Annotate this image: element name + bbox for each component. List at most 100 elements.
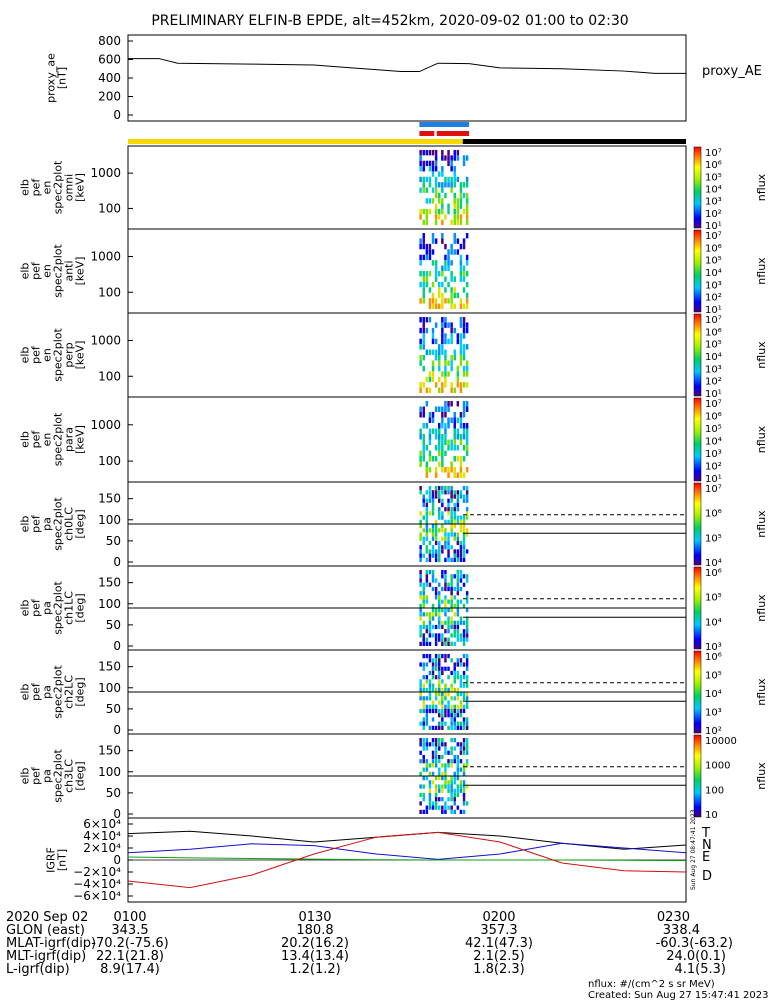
spectrogram-pixel	[428, 317, 432, 323]
spectrogram-pixel	[459, 700, 463, 705]
spectrogram-pixel	[438, 679, 441, 684]
spectrogram-pixel	[456, 490, 460, 495]
spectrogram-pixel	[456, 532, 460, 537]
spectrogram-pixel	[450, 641, 453, 646]
spectrogram-pixel	[450, 333, 453, 339]
spectrogram-pixel	[422, 759, 425, 764]
spectrogram-pixel	[459, 344, 463, 350]
spectrogram-pixel	[444, 603, 447, 608]
spectrogram-pixel	[447, 708, 450, 714]
spectrogram-pixel	[450, 725, 453, 730]
spectrogram-pixel	[459, 494, 463, 499]
spectrogram-pixel	[441, 599, 444, 604]
spectrogram-pixel	[425, 327, 429, 334]
spectrogram-pixel	[441, 549, 444, 554]
spectrogram-pixel	[456, 805, 460, 810]
spectrogram-pixel	[431, 511, 435, 516]
panel-para-ylabel-line-1: pef	[30, 430, 43, 449]
panel-ch0LC-ytick-2: 50	[106, 534, 121, 548]
panel-ch1LC-colorbar: 10⁶ 10⁵ 10⁴ 10³ nflux	[693, 566, 768, 653]
panel-anti-ylabel-line-4: anti	[63, 260, 76, 281]
spectrogram-pixel	[441, 456, 444, 462]
spectrogram-pixel	[434, 192, 438, 199]
spectrogram-pixel	[456, 498, 460, 503]
spectrogram-pixel	[422, 498, 425, 503]
spectrogram-pixel	[465, 738, 469, 743]
spectrogram-pixel	[428, 298, 432, 304]
spectrogram-pixel	[438, 776, 441, 781]
footer-time-0200: 0200	[482, 910, 515, 925]
spectrogram-pixel	[434, 696, 438, 701]
spectrogram-pixel	[462, 349, 466, 355]
spectrogram-pixel	[434, 536, 438, 541]
panel-igrf-ytick-0: 6×10⁴	[83, 817, 121, 831]
spectrogram-pixel	[438, 428, 441, 434]
spectrogram-pixel	[462, 780, 466, 785]
spectrogram-pixel	[441, 382, 444, 388]
spectrogram-pixel	[459, 333, 463, 339]
spectrogram-pixel	[453, 620, 456, 625]
spectrogram-pixel	[450, 260, 453, 266]
spectrogram-pixel	[444, 182, 447, 188]
spectrogram-pixel	[419, 557, 422, 562]
panel-igrf-ytick-2: 2×10⁴	[83, 841, 121, 855]
spectrogram-pixel	[459, 382, 463, 388]
spectrogram-pixel	[422, 767, 425, 772]
spectrogram-pixel	[456, 696, 460, 701]
spectrogram-pixel	[450, 620, 453, 625]
spectrogram-pixel	[428, 784, 432, 789]
spectrogram-pixel	[459, 461, 463, 467]
spectrogram-pixel	[422, 683, 425, 688]
spectrogram-pixel	[450, 532, 453, 537]
spectrogram-pixel	[462, 524, 466, 529]
spectrogram-pixel	[447, 338, 450, 345]
spectrogram-pixel	[462, 633, 466, 638]
spectrogram-pixel	[444, 708, 447, 714]
spectrogram-pixel	[434, 382, 438, 388]
spectrogram-pixel	[459, 658, 463, 663]
spectrogram-pixel	[422, 633, 425, 638]
spectrogram-pixel	[465, 219, 469, 225]
spectrogram-pixel	[441, 809, 444, 814]
spectrogram-pixel	[434, 725, 438, 730]
panel-ch1LC-ylabel-line-1: pef	[30, 598, 43, 617]
spectrogram-pixel	[465, 490, 469, 495]
spectrogram-pixel	[447, 582, 450, 587]
spectrogram-pixel	[422, 208, 425, 215]
spectrogram-pixel	[459, 387, 463, 393]
footer-l-0100: 8.9(17.4)	[100, 962, 160, 977]
spectrogram-pixel	[422, 595, 425, 600]
spectrogram-pixel	[456, 742, 460, 747]
panel-para-colorbar-tick-6: 10¹	[705, 474, 722, 485]
spectrogram-pixel	[422, 502, 425, 508]
spectrogram-pixel	[441, 322, 444, 328]
spectrogram-pixel	[456, 692, 460, 697]
spectrogram-pixel	[465, 360, 469, 366]
spectrogram-pixel	[425, 208, 429, 215]
spectrogram-pixel	[431, 490, 435, 495]
spectrogram-pixel	[447, 401, 450, 407]
spectrogram-pixel	[441, 515, 444, 520]
panel-perp-ytick-1: 100	[98, 369, 121, 383]
spectrogram-pixel	[434, 338, 438, 345]
spectrogram-pixel	[456, 620, 460, 625]
spectrogram-pixel	[422, 717, 425, 722]
spectrogram-pixel	[465, 742, 469, 747]
spectrogram-pixel	[441, 486, 444, 491]
spectrogram-pixel	[419, 759, 422, 764]
spectrogram-pixel	[453, 809, 456, 814]
panel-anti-colorbar-tick-2: 10⁵	[705, 256, 722, 267]
spectrogram-pixel	[438, 490, 441, 495]
spectrogram-pixel	[453, 176, 456, 183]
spectrogram-pixel	[453, 428, 456, 434]
spectrogram-pixel	[462, 494, 466, 499]
spectrogram-pixel	[425, 641, 429, 646]
spectrogram-pixel	[434, 666, 438, 671]
panel-ch3LC-yticks: 150 100 50 0	[98, 744, 133, 821]
panel-perp-frame	[127, 312, 687, 398]
spectrogram-pixel	[450, 721, 453, 726]
panel-ch3LC-colorbar-scale	[693, 734, 702, 818]
panel-proxy_ae-yticks: 800 600 400 200 0	[98, 34, 133, 122]
panel-omni-colorbar-tick-0: 10⁷	[705, 148, 722, 159]
